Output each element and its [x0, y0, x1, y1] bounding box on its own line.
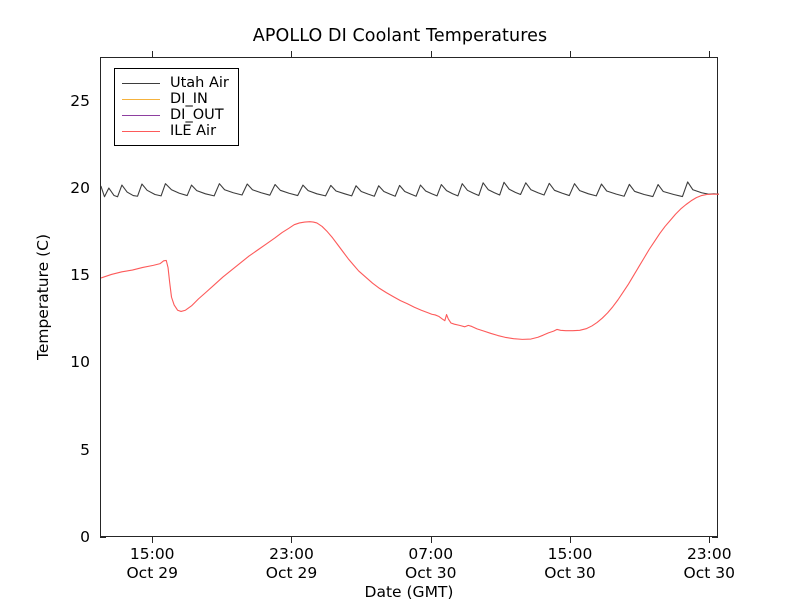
- x-tick-date: Oct 30: [683, 564, 735, 582]
- x-axis-tick-mark: [152, 51, 154, 57]
- x-tick-time: 15:00: [547, 545, 593, 563]
- legend-item[interactable]: ILE Air: [122, 123, 229, 139]
- x-axis-tick-label: 15:00 Oct 29: [92, 545, 212, 583]
- series-line: [101, 181, 719, 198]
- legend-item[interactable]: DI_OUT: [122, 107, 229, 123]
- legend-label: Utah Air: [170, 75, 229, 91]
- legend-label: DI_OUT: [170, 107, 224, 123]
- x-axis-tick-mark: [570, 537, 572, 543]
- x-tick-time: 23:00: [686, 545, 732, 563]
- y-axis-tick-label: 15: [70, 266, 90, 285]
- plot-area[interactable]: Utah Air DI_IN DI_OUT ILE Air: [100, 57, 719, 537]
- y-axis-tick-label: 5: [80, 440, 90, 459]
- x-tick-date: Oct 30: [405, 564, 457, 582]
- legend-item[interactable]: DI_IN: [122, 91, 229, 107]
- y-axis-tick-label: 20: [70, 178, 90, 197]
- x-tick-date: Oct 29: [265, 564, 318, 582]
- y-axis-tick-label: 25: [70, 91, 90, 110]
- legend-color-swatch: [122, 82, 160, 84]
- legend-label: DI_IN: [170, 91, 208, 107]
- legend-item[interactable]: Utah Air: [122, 75, 229, 91]
- x-axis-tick-label: 15:00 Oct 30: [510, 545, 630, 583]
- y-axis-label: Temperature (C): [34, 233, 52, 361]
- x-axis-tick-label: 07:00 Oct 30: [371, 545, 491, 583]
- x-tick-time: 07:00: [408, 545, 454, 563]
- x-axis-tick-mark: [291, 51, 293, 57]
- chart-title: APOLLO DI Coolant Temperatures: [252, 26, 548, 46]
- x-axis-tick-mark: [709, 51, 711, 57]
- legend-label: ILE Air: [170, 123, 217, 139]
- y-axis-tick-label: 10: [70, 353, 90, 372]
- x-axis-tick-mark: [430, 537, 432, 543]
- y-axis-tick-mark: [100, 537, 106, 538]
- x-axis-label: Date (GMT): [364, 583, 454, 601]
- legend-box[interactable]: Utah Air DI_IN DI_OUT ILE Air: [114, 68, 239, 146]
- series-line: [101, 193, 719, 340]
- x-axis-tick-mark: [570, 51, 572, 57]
- x-tick-time: 15:00: [129, 545, 175, 563]
- legend-color-swatch: [122, 114, 160, 116]
- legend-color-swatch: [122, 98, 160, 100]
- x-axis-tick-mark: [152, 537, 154, 543]
- x-axis-tick-mark: [291, 537, 293, 543]
- x-axis-tick-label: 23:00 Oct 30: [649, 545, 769, 583]
- x-tick-date: Oct 30: [544, 564, 596, 582]
- legend-color-swatch: [122, 130, 160, 132]
- y-axis-tick-mark: [712, 537, 718, 538]
- x-tick-date: Oct 29: [126, 564, 178, 582]
- y-axis-tick-label: 0: [80, 528, 90, 546]
- x-axis-tick-mark: [430, 51, 432, 57]
- x-tick-time: 23:00: [269, 545, 314, 563]
- x-axis-tick-label: 23:00 Oct 29: [231, 545, 351, 583]
- plot-series-svg: [101, 181, 719, 340]
- x-axis-tick-mark: [709, 537, 711, 543]
